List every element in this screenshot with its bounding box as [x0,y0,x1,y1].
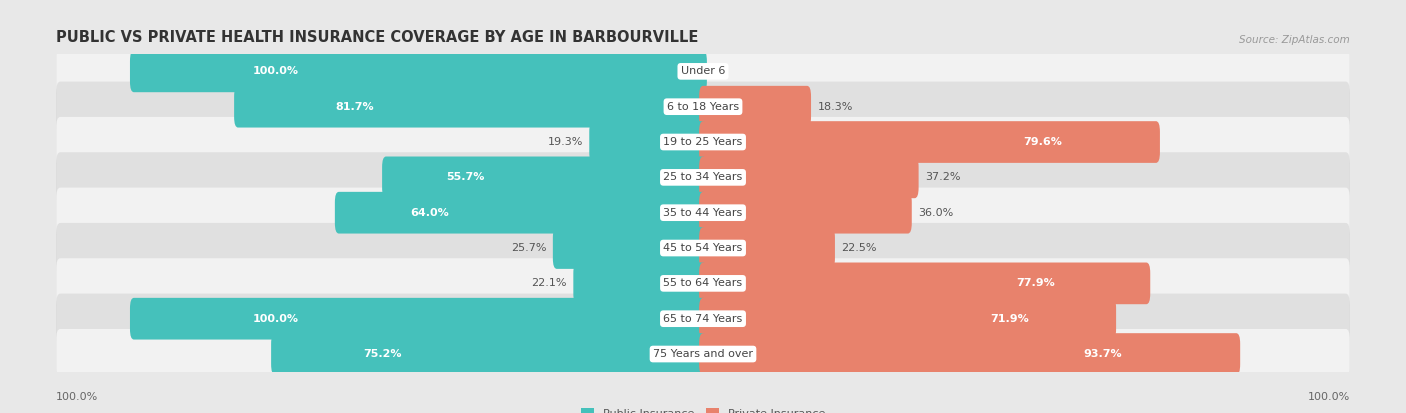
Text: 100.0%: 100.0% [253,66,299,76]
FancyBboxPatch shape [699,298,1116,339]
FancyBboxPatch shape [56,260,1350,310]
FancyBboxPatch shape [699,192,911,233]
Text: 75.2%: 75.2% [363,349,401,359]
Text: 75 Years and over: 75 Years and over [652,349,754,359]
Text: 22.5%: 22.5% [841,243,877,253]
FancyBboxPatch shape [56,329,1350,379]
FancyBboxPatch shape [589,121,707,163]
FancyBboxPatch shape [56,119,1350,169]
Text: 65 to 74 Years: 65 to 74 Years [664,314,742,324]
Text: 100.0%: 100.0% [56,392,98,402]
Text: 35 to 44 Years: 35 to 44 Years [664,208,742,218]
FancyBboxPatch shape [699,333,1240,375]
Text: 19.3%: 19.3% [547,137,583,147]
FancyBboxPatch shape [56,224,1350,275]
FancyBboxPatch shape [56,47,1350,98]
Text: 100.0%: 100.0% [1308,392,1350,402]
FancyBboxPatch shape [56,117,1350,167]
FancyBboxPatch shape [699,227,835,269]
Legend: Public Insurance, Private Insurance: Public Insurance, Private Insurance [576,404,830,413]
Text: 19 to 25 Years: 19 to 25 Years [664,137,742,147]
FancyBboxPatch shape [56,294,1350,344]
Text: 37.2%: 37.2% [925,172,960,183]
Text: PUBLIC VS PRIVATE HEALTH INSURANCE COVERAGE BY AGE IN BARBOURVILLE: PUBLIC VS PRIVATE HEALTH INSURANCE COVER… [56,31,699,45]
Text: 36.0%: 36.0% [918,208,953,218]
FancyBboxPatch shape [382,157,707,198]
FancyBboxPatch shape [56,188,1350,238]
Text: 6 to 18 Years: 6 to 18 Years [666,102,740,112]
Text: Source: ZipAtlas.com: Source: ZipAtlas.com [1239,36,1350,45]
FancyBboxPatch shape [56,154,1350,204]
Text: 77.9%: 77.9% [1017,278,1054,288]
FancyBboxPatch shape [699,121,1160,163]
FancyBboxPatch shape [56,223,1350,273]
Text: 25 to 34 Years: 25 to 34 Years [664,172,742,183]
FancyBboxPatch shape [56,330,1350,380]
Text: 100.0%: 100.0% [253,314,299,324]
Text: 55 to 64 Years: 55 to 64 Years [664,278,742,288]
FancyBboxPatch shape [574,263,707,304]
FancyBboxPatch shape [56,152,1350,202]
Text: 79.6%: 79.6% [1024,137,1062,147]
Text: Under 6: Under 6 [681,66,725,76]
FancyBboxPatch shape [235,86,707,128]
FancyBboxPatch shape [129,298,707,339]
Text: 55.7%: 55.7% [446,172,485,183]
Text: 18.3%: 18.3% [817,102,853,112]
FancyBboxPatch shape [56,189,1350,239]
FancyBboxPatch shape [56,83,1350,133]
FancyBboxPatch shape [553,227,707,269]
Text: 93.7%: 93.7% [1084,349,1122,359]
Text: 25.7%: 25.7% [510,243,547,253]
FancyBboxPatch shape [56,295,1350,345]
Text: 22.1%: 22.1% [531,278,567,288]
Text: 64.0%: 64.0% [411,208,449,218]
Text: 45 to 54 Years: 45 to 54 Years [664,243,742,253]
FancyBboxPatch shape [56,82,1350,132]
FancyBboxPatch shape [129,50,707,92]
Text: 81.7%: 81.7% [335,102,374,112]
FancyBboxPatch shape [271,333,707,375]
FancyBboxPatch shape [699,157,918,198]
Text: 71.9%: 71.9% [991,314,1029,324]
FancyBboxPatch shape [335,192,707,233]
FancyBboxPatch shape [56,46,1350,97]
FancyBboxPatch shape [699,86,811,128]
FancyBboxPatch shape [56,258,1350,309]
FancyBboxPatch shape [699,263,1150,304]
